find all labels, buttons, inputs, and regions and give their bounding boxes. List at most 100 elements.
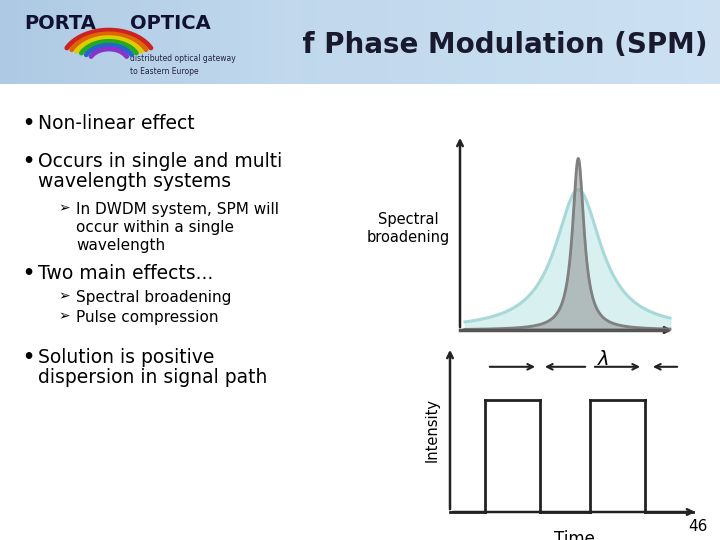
Bar	[230, 0, 233, 84]
Bar	[112, 0, 115, 84]
Bar	[482, 0, 490, 84]
Bar	[21, 0, 24, 84]
Bar	[583, 0, 590, 84]
Bar	[15, 0, 18, 84]
Bar	[79, 0, 86, 84]
Bar	[252, 0, 259, 84]
Bar	[504, 0, 511, 84]
Bar	[144, 0, 151, 84]
Bar	[242, 0, 245, 84]
Bar	[12, 0, 15, 84]
Bar	[65, 0, 72, 84]
Bar	[142, 0, 145, 84]
Bar	[410, 0, 418, 84]
Bar	[278, 0, 282, 84]
Bar	[302, 0, 310, 84]
Bar	[169, 0, 172, 84]
Bar	[181, 0, 184, 84]
Bar	[78, 0, 81, 84]
Text: occur within a single: occur within a single	[76, 220, 234, 235]
Text: OPTICA: OPTICA	[130, 14, 211, 33]
Bar	[145, 0, 148, 84]
Bar	[360, 0, 367, 84]
Bar	[612, 0, 619, 84]
Bar	[713, 0, 720, 84]
Bar	[288, 0, 295, 84]
Text: Spectral
broadening: Spectral broadening	[366, 212, 449, 245]
Bar	[172, 0, 176, 84]
Bar	[331, 0, 338, 84]
Bar	[317, 0, 324, 84]
Bar	[94, 0, 96, 84]
Bar	[6, 0, 9, 84]
Text: ➢: ➢	[58, 202, 70, 215]
Bar	[9, 0, 12, 84]
Text: Occurs in single and multi: Occurs in single and multi	[38, 152, 282, 171]
Bar	[187, 0, 194, 84]
Bar	[648, 0, 655, 84]
Bar	[51, 0, 55, 84]
Bar	[194, 0, 197, 84]
Bar	[29, 0, 36, 84]
Text: Self Phase Modulation (SPM): Self Phase Modulation (SPM)	[254, 31, 708, 59]
Bar	[166, 0, 173, 84]
Bar	[297, 0, 300, 84]
Bar	[439, 0, 446, 84]
Text: Non-linear effect: Non-linear effect	[38, 114, 194, 133]
Bar	[180, 0, 187, 84]
Bar	[382, 0, 389, 84]
Bar	[418, 0, 425, 84]
Bar	[88, 0, 91, 84]
Bar	[121, 0, 124, 84]
Bar	[598, 0, 605, 84]
Bar	[197, 0, 199, 84]
Bar	[374, 0, 382, 84]
Bar	[209, 0, 212, 84]
Text: Two main effects...: Two main effects...	[38, 264, 213, 283]
Bar	[72, 0, 79, 84]
Bar	[109, 0, 112, 84]
Bar	[33, 0, 36, 84]
Bar	[60, 0, 63, 84]
Bar	[66, 0, 70, 84]
Bar	[281, 0, 288, 84]
Bar	[108, 0, 115, 84]
Bar	[137, 0, 144, 84]
Bar	[540, 0, 547, 84]
Bar	[133, 0, 136, 84]
Bar	[76, 0, 78, 84]
Bar	[626, 0, 634, 84]
Bar	[0, 0, 7, 84]
Bar	[475, 0, 482, 84]
Bar	[94, 0, 101, 84]
Bar	[562, 0, 569, 84]
Bar	[191, 0, 194, 84]
Bar	[396, 0, 403, 84]
Bar	[403, 0, 410, 84]
Bar	[233, 0, 236, 84]
Bar	[641, 0, 648, 84]
Bar	[85, 0, 88, 84]
Bar	[58, 0, 65, 84]
Bar	[227, 0, 230, 84]
Bar	[224, 0, 227, 84]
Bar	[238, 0, 245, 84]
Bar	[199, 0, 202, 84]
Bar	[275, 0, 278, 84]
Bar	[518, 0, 526, 84]
Text: •: •	[22, 114, 34, 133]
Bar	[127, 0, 130, 84]
Bar	[236, 0, 239, 84]
Bar	[353, 0, 360, 84]
Text: ➢: ➢	[58, 310, 70, 323]
Bar	[27, 0, 30, 84]
Bar	[310, 0, 317, 84]
Bar	[58, 0, 60, 84]
Bar	[7, 0, 14, 84]
Bar	[96, 0, 100, 84]
Text: distributed optical gateway: distributed optical gateway	[130, 54, 235, 63]
Bar	[151, 0, 154, 84]
Bar	[216, 0, 223, 84]
Bar	[45, 0, 48, 84]
Bar	[239, 0, 242, 84]
